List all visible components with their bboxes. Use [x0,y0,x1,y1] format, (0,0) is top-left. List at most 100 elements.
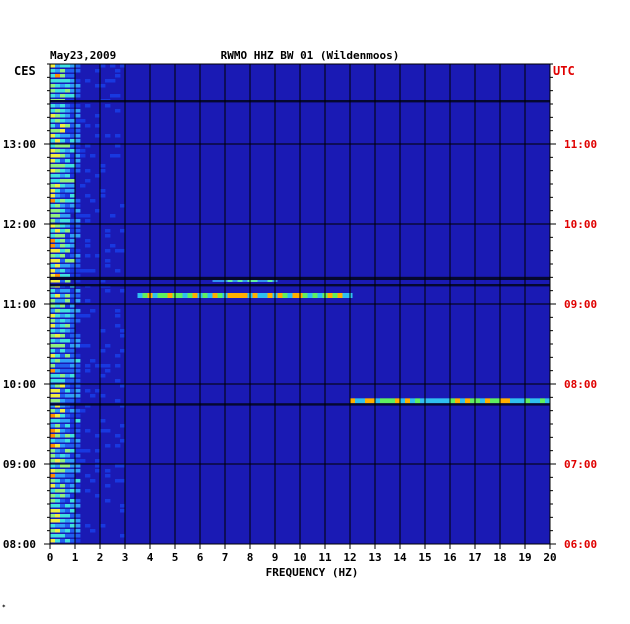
spectro-cell [65,144,71,148]
spectro-cell [60,209,66,213]
spectro-cell [65,279,71,283]
y-tick-label-right: 07:00 [564,458,597,471]
y-tick-label-right: 08:00 [564,378,597,391]
spectro-cell [60,129,66,133]
spectro-cell [50,319,56,323]
spectro-cell [70,269,76,273]
spectro-cell [65,179,71,183]
spectro-cell [55,179,61,183]
spectro-cell [50,379,56,383]
spectro-cell [50,409,56,413]
spectro-cell [50,514,56,518]
spectro-cell [85,214,91,218]
event-cell [490,398,495,404]
spectro-cell [100,329,106,333]
spectro-cell [75,414,81,418]
spectro-cell [55,74,61,78]
spectro-cell [65,159,71,163]
spectro-cell [60,264,66,268]
spectro-cell [55,534,61,538]
spectro-cell [55,64,61,68]
spectro-cell [70,484,76,488]
spectro-cell [120,464,126,468]
spectro-cell [110,154,116,158]
x-tick-label: 5 [172,551,179,564]
spectro-cell [55,454,61,458]
spectro-cell [60,489,66,493]
spectro-cell [60,214,66,218]
event-cell [237,293,243,298]
spectro-cell [65,69,71,73]
spectro-cell [105,369,111,373]
spectro-cell [55,194,61,198]
spectro-cell [55,309,61,313]
spectro-cell [50,444,56,448]
spectro-cell [60,399,66,403]
spectro-cell [75,314,81,318]
spectro-cell [70,204,76,208]
spectro-cell [60,349,66,353]
event-cell [282,293,288,298]
spectro-cell [70,354,76,358]
spectro-cell [50,419,56,423]
spectro-cell [105,484,111,488]
spectro-cell [75,524,81,528]
spectro-cell [80,409,86,413]
spectro-cell [55,429,61,433]
spectro-cell [70,374,76,378]
spectro-cell [65,124,71,128]
spectro-cell [60,429,66,433]
spectro-cell [70,244,76,248]
spectro-cell [75,289,81,293]
spectro-cell [55,154,61,158]
chart-title: RWMO HHZ BW 01 (Wildenmoos) [221,49,400,62]
spectro-cell [50,149,56,153]
event-cell [430,398,435,404]
spectro-cell [70,399,76,403]
footer-mark: * [2,604,6,611]
spectro-cell [55,274,61,278]
spectro-cell [70,114,76,118]
spectro-cell [75,449,81,453]
spectro-cell [65,439,71,443]
spectro-cell [50,494,56,498]
spectro-cell [105,474,111,478]
spectro-cell [115,399,121,403]
spectro-cell [60,229,66,233]
spectro-cell [60,174,66,178]
spectro-cell [65,244,71,248]
spectro-cell [50,194,56,198]
spectro-cell [65,304,71,308]
event-cell [277,293,283,298]
spectro-cell [65,374,71,378]
spectro-cell [75,119,81,123]
x-tick-label: 1 [72,551,79,564]
spectro-cell [85,389,91,393]
spectro-cell [65,359,71,363]
event-cell [232,293,238,298]
spectro-cell [120,404,126,408]
spectro-cell [50,244,56,248]
spectro-cell [60,279,66,283]
spectro-cell [60,479,66,483]
spectro-cell [70,424,76,428]
spectro-cell [55,184,61,188]
event-cell [167,293,173,298]
event-cell [137,293,143,298]
spectro-cell [50,69,56,73]
spectro-cell [55,254,61,258]
spectro-cell [60,504,66,508]
spectro-cell [65,489,71,493]
spectro-cell [85,219,91,223]
spectro-cell [85,254,91,258]
spectro-cell [70,519,76,523]
spectro-cell [75,364,81,368]
spectro-cell [50,234,56,238]
spectro-cell [70,184,76,188]
spectro-cell [55,264,61,268]
spectro-cell [70,179,76,183]
x-tick-label: 14 [393,551,407,564]
spectro-cell [60,224,66,228]
spectro-cell [65,389,71,393]
